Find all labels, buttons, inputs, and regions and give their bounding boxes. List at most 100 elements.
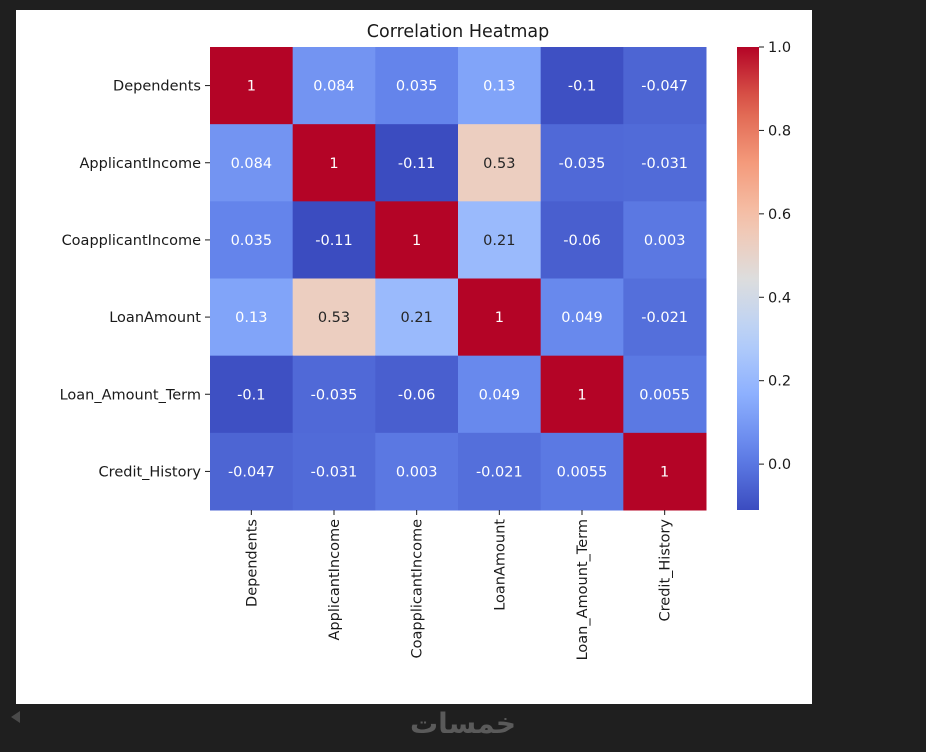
heatmap-cell	[458, 278, 542, 357]
colorbar-tick-label: 0.6	[768, 207, 791, 223]
cell-annotation: -0.11	[315, 233, 353, 249]
cell-annotation: 0.003	[644, 233, 686, 249]
x-axis: Dependents ApplicantIncome CoapplicantInco…	[244, 510, 674, 660]
heatmap-cell	[292, 124, 376, 202]
heatmap-cell	[292, 432, 376, 511]
khamsat-logo: خمسات	[409, 707, 517, 740]
heatmap-cell	[210, 355, 294, 434]
cell-annotation: -0.11	[398, 156, 436, 172]
chart-title: Correlation Heatmap	[367, 22, 549, 42]
cell-annotation: -0.047	[228, 464, 275, 480]
y-tick-label: CoapplicantIncome	[62, 233, 202, 249]
heatmap-cell	[458, 432, 542, 511]
cell-annotation: 0.53	[318, 310, 350, 326]
chart-figure: Correlation Heatmap 1 0.084 0.035 0.13 -0.1 -…	[16, 10, 812, 704]
heatmap-cell	[623, 47, 707, 125]
heatmap-cell	[375, 432, 459, 511]
y-tick-label: Dependents	[113, 79, 201, 95]
cell-annotation: 1	[495, 310, 504, 326]
heatmap-cell	[375, 278, 459, 357]
cell-annotation: 1	[329, 156, 338, 172]
heatmap-cell	[210, 124, 294, 202]
heatmap-cell	[540, 432, 624, 511]
colorbar-tick-label: 1.0	[768, 40, 791, 56]
x-tick-label: LoanAmount	[492, 519, 508, 611]
heatmap-cell	[458, 355, 542, 434]
heatmap-cell	[210, 201, 294, 279]
heatmap-cell	[210, 278, 294, 357]
colorbar-tick-label: 0.0	[768, 457, 791, 473]
colorbar-gradient	[737, 47, 759, 510]
heatmap-cell	[375, 201, 459, 279]
y-tick-label: LoanAmount	[109, 310, 201, 326]
cell-annotation: 0.0055	[557, 464, 608, 480]
x-tick-label: Dependents	[244, 519, 260, 607]
cell-annotation: 1	[660, 464, 669, 480]
heatmap-cell	[540, 201, 624, 279]
cell-annotation: 0.084	[231, 156, 273, 172]
cell-annotation: -0.1	[237, 387, 265, 403]
cell-annotation: 0.21	[401, 310, 433, 326]
caret-left-icon[interactable]	[11, 711, 20, 723]
heatmap-cell	[623, 278, 707, 357]
heatmap-cell	[623, 432, 707, 511]
heatmap-cell	[375, 124, 459, 202]
cell-annotation: 0.049	[479, 387, 521, 403]
heatmap-cell	[540, 124, 624, 202]
heatmap-cell	[458, 47, 542, 125]
y-tick-label: Credit_History	[99, 464, 202, 480]
cell-annotation: 0.003	[396, 464, 438, 480]
heatmap-cell	[210, 432, 294, 511]
heatmap-cells	[210, 47, 707, 511]
cell-annotation: -0.031	[311, 464, 358, 480]
heatmap-cell	[540, 355, 624, 434]
cell-annotation: 0.13	[235, 310, 267, 326]
cell-annotation: -0.06	[398, 387, 436, 403]
cell-annotation: 1	[412, 233, 421, 249]
cell-annotation: 0.035	[231, 233, 273, 249]
cell-annotation: 0.035	[396, 79, 438, 95]
colorbar: 0.0 0.2 0.4 0.6 0.8 1.0	[737, 40, 791, 510]
x-tick-label: Credit_History	[658, 519, 674, 622]
heatmap-chart: Correlation Heatmap 1 0.084 0.035 0.13 -0.1 -…	[60, 22, 791, 660]
cell-annotation: 1	[577, 387, 586, 403]
heatmap-cell	[292, 278, 376, 357]
colorbar-tick-label: 0.4	[768, 290, 791, 306]
heatmap-cell	[623, 124, 707, 202]
cell-annotation: 0.13	[483, 79, 515, 95]
cell-annotation: -0.021	[641, 310, 688, 326]
cell-annotation: -0.031	[641, 156, 688, 172]
colorbar-tick-label: 0.2	[768, 374, 791, 390]
heatmap-cell	[292, 355, 376, 434]
colorbar-tick-label: 0.8	[768, 123, 791, 139]
heatmap-cell	[540, 278, 624, 357]
heatmap-cell	[540, 47, 624, 125]
x-tick-label: CoapplicantIncome	[410, 519, 426, 659]
cell-annotation: -0.1	[568, 79, 596, 95]
y-axis: Dependents ApplicantIncome CoapplicantInco…	[60, 79, 210, 480]
heatmap-cell	[375, 47, 459, 125]
cell-annotation: 0.049	[561, 310, 603, 326]
cell-annotation: -0.06	[563, 233, 601, 249]
y-tick-label: ApplicantIncome	[80, 156, 202, 172]
heatmap-cell	[458, 201, 542, 279]
cell-annotation: -0.035	[311, 387, 358, 403]
heatmap-cell	[623, 355, 707, 434]
x-tick-label: ApplicantIncome	[327, 519, 343, 641]
heatmap-cell	[292, 47, 376, 125]
cell-annotation: -0.035	[559, 156, 606, 172]
heatmap-cell	[623, 201, 707, 279]
cell-annotation: 1	[247, 79, 256, 95]
cell-annotation: 0.084	[313, 79, 355, 95]
cell-annotation: 0.21	[483, 233, 515, 249]
heatmap-cell	[375, 355, 459, 434]
cell-annotation: 0.53	[483, 156, 515, 172]
cell-annotation: 0.0055	[639, 387, 690, 403]
heatmap-cell	[210, 47, 294, 125]
cell-annotation: -0.047	[641, 79, 688, 95]
heatmap-cell	[292, 201, 376, 279]
cell-annotation: -0.021	[476, 464, 523, 480]
x-tick-label: Loan_Amount_Term	[575, 519, 591, 660]
heatmap-cell	[458, 124, 542, 202]
